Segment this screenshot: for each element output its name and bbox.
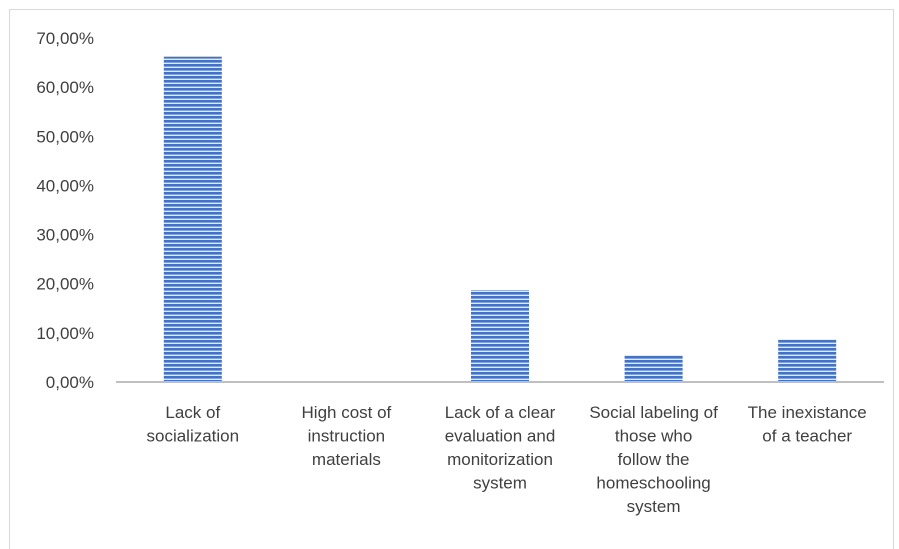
y-tick-label: 20,00% [36, 275, 94, 294]
x-axis-category-labels: Lack of socialization High cost of instruct… [146, 403, 866, 516]
bar [778, 339, 837, 382]
chart-frame [9, 9, 894, 549]
x-category-label: Lack of a clear evaluation and monitorizat… [445, 403, 556, 493]
bar [163, 56, 222, 382]
y-tick-label: 50,00% [36, 127, 94, 146]
x-category-label: High cost of instruction materials [302, 403, 392, 469]
y-tick-label: 40,00% [36, 176, 94, 195]
x-category-label: Social labeling of those who follow the hom… [589, 403, 718, 516]
y-tick-label: 0,00% [46, 373, 94, 392]
y-tick-label: 10,00% [36, 324, 94, 343]
x-category-label: The inexistance of a teacher [748, 403, 867, 446]
x-category-label: Lack of socialization [146, 403, 239, 446]
y-tick-label: 70,00% [36, 29, 94, 48]
y-tick-label: 30,00% [36, 226, 94, 245]
y-axis-tick-labels: 0,00% 10,00% 20,00% 30,00% 40,00% 50,00% 60,00… [36, 29, 94, 392]
bar [624, 354, 683, 382]
bar [471, 290, 529, 382]
bars [163, 56, 837, 382]
y-tick-label: 60,00% [36, 78, 94, 97]
